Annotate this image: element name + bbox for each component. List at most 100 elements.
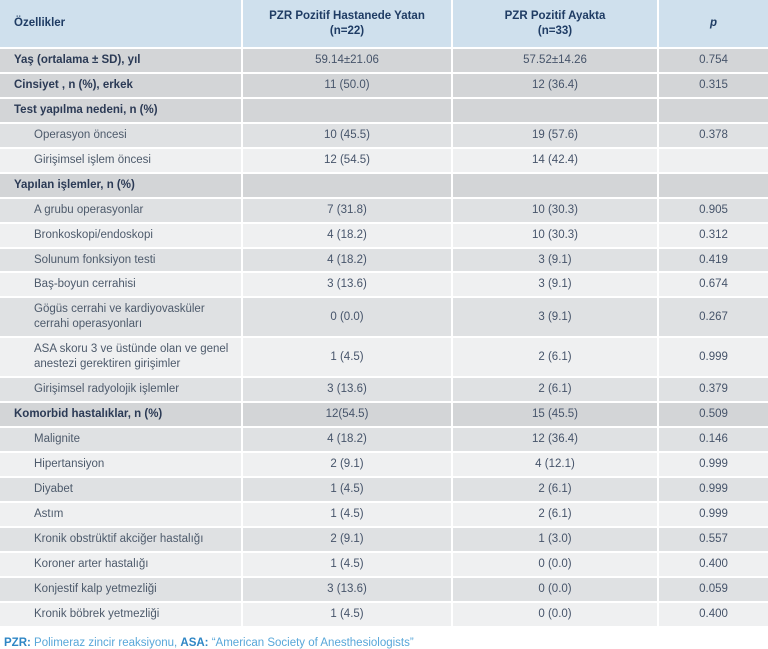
row-label-cell: Hipertansiyon [0,451,243,478]
row-label-cell: Gögüs cerrahi ve kardiyovasküler cerrahi… [0,297,243,339]
outpatient-value-cell: 10 (30.3) [452,197,659,224]
row-label-cell: Operasyon öncesi [0,122,243,149]
p-value-cell: 0.400 [658,601,768,628]
p-value-cell: 0.312 [658,222,768,249]
outpatient-value-cell: 12 (36.4) [452,427,659,453]
footnote-text: “American Society of Anesthesiologists” [208,636,414,649]
p-value-cell: 0.999 [658,451,768,478]
outpatient-value-cell: 3 (9.1) [452,247,659,274]
table-row: ASA skoru 3 ve üstünde olan ve genel ane… [0,337,768,379]
footnote-abbreviation: ASA: [180,636,209,649]
row-label-cell: Konjestif kalp yetmezliği [0,576,243,603]
outpatient-value-cell: 15 (45.5) [452,402,659,428]
outpatient-value-cell: 10 (30.3) [452,222,659,249]
p-value-cell: 0.905 [658,197,768,224]
column-header-outpatient: PZR Pozitif Ayakta (n=33) [452,0,659,49]
outpatient-value-cell: 57.52±14.26 [452,48,659,74]
outpatient-value-cell: 2 (6.1) [452,337,659,379]
inpatient-value-cell: 2 (9.1) [242,451,453,478]
inpatient-value-cell: 0 (0.0) [242,297,453,339]
inpatient-value-cell: 2 (9.1) [242,526,453,553]
table-row: Kronik böbrek yetmezliği 1 (4.5) 0 (0.0) 0.… [0,601,768,628]
table-row: Bronkoskopi/endoskopi 4 (18.2) 10 (30.3) 0.… [0,222,768,249]
row-label-cell: Test yapılma nedeni, n (%) [0,97,243,124]
column-header-label: Özellikler [14,17,66,30]
outpatient-value-cell: 12 (36.4) [452,72,659,99]
row-label-cell: ASA skoru 3 ve üstünde olan ve genel ane… [0,337,243,379]
row-label-cell: Baş-boyun cerrahisi [0,272,243,299]
outpatient-value-cell: 2 (6.1) [452,476,659,503]
table-row: Hipertansiyon 2 (9.1) 4 (12.1) 0.999 [0,451,768,478]
p-value-cell [658,172,768,199]
row-label-cell: Kronik obstrüktif akciğer hastalığı [0,526,243,553]
table-row: Kronik obstrüktif akciğer hastalığı 2 (9.… [0,526,768,553]
table-row: Girişimsel radyolojik işlemler 3 (13.6) 2 … [0,377,768,404]
table-row: Komorbid hastalıklar, n (%) 12(54.5) 15 (4… [0,402,768,428]
row-label-cell: Bronkoskopi/endoskopi [0,222,243,249]
row-label-cell: Solunum fonksiyon testi [0,247,243,274]
inpatient-value-cell: 3 (13.6) [242,377,453,404]
table-row: Operasyon öncesi 10 (45.5) 19 (57.6) 0.378 [0,122,768,149]
table-row: A grubu operasyonlar 7 (31.8) 10 (30.3) 0.9… [0,197,768,224]
outpatient-value-cell: 4 (12.1) [452,451,659,478]
outpatient-value-cell: 0 (0.0) [452,601,659,628]
inpatient-value-cell: 4 (18.2) [242,247,453,274]
table-row: Solunum fonksiyon testi 4 (18.2) 3 (9.1) 0.… [0,247,768,274]
inpatient-value-cell: 4 (18.2) [242,427,453,453]
column-header-inpatient: PZR Pozitif Hastanede Yatan (n=22) [242,0,453,49]
p-value-cell: 0.379 [658,377,768,404]
outpatient-value-cell: 0 (0.0) [452,576,659,603]
table-row: Astım 1 (4.5) 2 (6.1) 0.999 [0,501,768,528]
table-row: Malignite 4 (18.2) 12 (36.4) 0.146 [0,427,768,453]
inpatient-value-cell [242,97,453,124]
outpatient-value-cell [452,97,659,124]
table-row: Koroner arter hastalığı 1 (4.5) 0 (0.0) 0.4… [0,551,768,578]
row-label-cell: A grubu operasyonlar [0,197,243,224]
column-header-n: (n=22) [329,24,365,37]
p-value-cell: 0.557 [658,526,768,553]
p-value-cell: 0.419 [658,247,768,274]
inpatient-value-cell: 10 (45.5) [242,122,453,149]
outpatient-value-cell: 3 (9.1) [452,272,659,299]
inpatient-value-cell: 1 (4.5) [242,476,453,503]
p-value-cell: 0.674 [658,272,768,299]
row-label-cell: Diyabet [0,476,243,503]
footnote-abbreviation: PZR: [4,636,31,649]
inpatient-value-cell: 1 (4.5) [242,501,453,528]
p-value-cell: 0.999 [658,337,768,379]
p-value-cell: 0.059 [658,576,768,603]
row-label-cell: Astım [0,501,243,528]
row-label-cell: Komorbid hastalıklar, n (%) [0,402,243,428]
inpatient-value-cell: 1 (4.5) [242,601,453,628]
inpatient-value-cell: 7 (31.8) [242,197,453,224]
inpatient-value-cell: 4 (18.2) [242,222,453,249]
inpatient-value-cell: 1 (4.5) [242,551,453,578]
p-value-cell: 0.999 [658,476,768,503]
p-value-cell: 0.509 [658,402,768,428]
outpatient-value-cell [452,172,659,199]
table-footnote: PZR: Polimeraz zincir reaksiyonu, ASA: “… [4,637,768,649]
results-table: Özellikler PZR Pozitif Hastanede Yatan (… [0,0,768,628]
table-row: Gögüs cerrahi ve kardiyovasküler cerrahi… [0,297,768,339]
inpatient-value-cell: 12 (54.5) [242,147,453,174]
table-body: Yaş (ortalama ± SD), yıl 59.14±21.06 57.52… [0,48,768,628]
p-value-cell: 0.315 [658,72,768,99]
outpatient-value-cell: 2 (6.1) [452,377,659,404]
outpatient-value-cell: 2 (6.1) [452,501,659,528]
table-row: Girişimsel işlem öncesi 12 (54.5) 14 (42.4… [0,147,768,174]
table-row: Yapılan işlemler, n (%) [0,172,768,199]
outpatient-value-cell: 3 (9.1) [452,297,659,339]
p-value-cell [658,147,768,174]
p-value-cell: 0.999 [658,501,768,528]
table-row: Diyabet 1 (4.5) 2 (6.1) 0.999 [0,476,768,503]
row-label-cell: Girişimsel radyolojik işlemler [0,377,243,404]
row-label-cell: Koroner arter hastalığı [0,551,243,578]
table-row: Test yapılma nedeni, n (%) [0,97,768,124]
inpatient-value-cell: 3 (13.6) [242,576,453,603]
inpatient-value-cell [242,172,453,199]
inpatient-value-cell: 12(54.5) [242,402,453,428]
row-label-cell: Cinsiyet , n (%), erkek [0,72,243,99]
column-header-label: PZR Pozitif Ayakta [504,9,606,22]
row-label-cell: Yaş (ortalama ± SD), yıl [0,48,243,74]
